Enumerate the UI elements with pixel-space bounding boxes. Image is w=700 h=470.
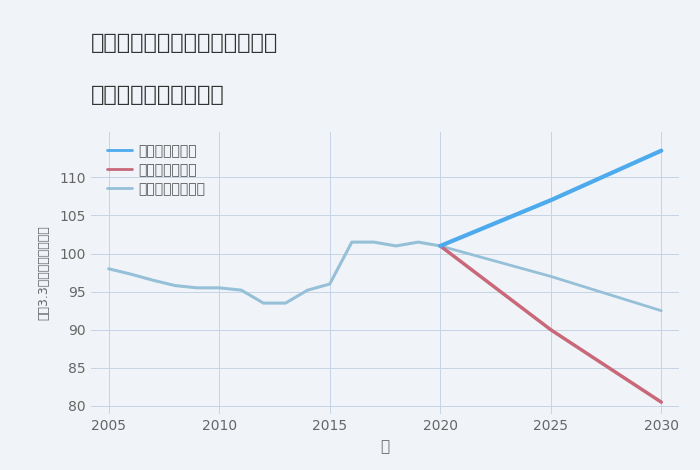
グッドシナリオ [657, 148, 666, 154]
X-axis label: 年: 年 [380, 439, 390, 454]
Text: 愛知県名古屋市中川区押元町の: 愛知県名古屋市中川区押元町の [91, 33, 279, 53]
Line: ノーマルシナリオ: ノーマルシナリオ [440, 246, 662, 311]
Line: グッドシナリオ: グッドシナリオ [440, 151, 662, 246]
バッドシナリオ [657, 400, 666, 405]
Y-axis label: 坪（3.3㎡）単価（万円）: 坪（3.3㎡）単価（万円） [38, 225, 50, 320]
Legend: グッドシナリオ, バッドシナリオ, ノーマルシナリオ: グッドシナリオ, バッドシナリオ, ノーマルシナリオ [104, 141, 209, 199]
グッドシナリオ [436, 243, 445, 249]
Text: 中古戸建ての価格推移: 中古戸建ての価格推移 [91, 85, 225, 105]
バッドシナリオ [547, 327, 555, 333]
ノーマルシナリオ [547, 274, 555, 279]
バッドシナリオ [436, 243, 445, 249]
ノーマルシナリオ [436, 243, 445, 249]
Line: バッドシナリオ: バッドシナリオ [440, 246, 662, 402]
グッドシナリオ [547, 197, 555, 203]
ノーマルシナリオ [657, 308, 666, 313]
